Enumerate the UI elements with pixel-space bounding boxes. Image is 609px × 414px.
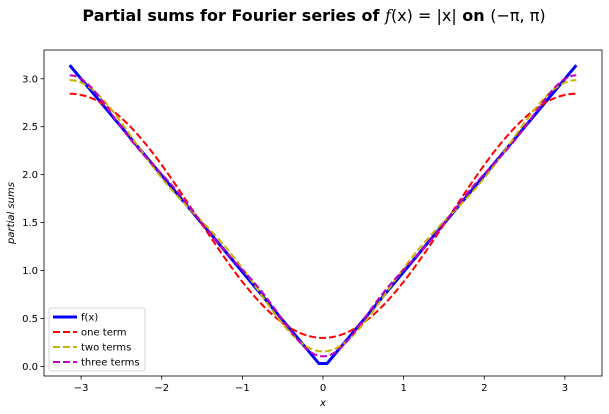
y-tick-label: 1.5 bbox=[22, 218, 38, 229]
title-math-x: (x) = |x| bbox=[391, 6, 457, 25]
x-tick-label: 0 bbox=[320, 383, 326, 394]
y-tick-label: 3.0 bbox=[22, 74, 38, 85]
y-tick-label: 2.0 bbox=[22, 170, 38, 181]
y-tick-label: 1.0 bbox=[22, 266, 38, 277]
x-tick-label: 2 bbox=[481, 383, 487, 394]
x-axis-label: x bbox=[319, 398, 326, 409]
series-layer bbox=[68, 64, 578, 366]
legend-items: f(x) one term two terms three terms bbox=[53, 313, 140, 369]
legend-box bbox=[48, 307, 146, 372]
chart-title: Partial sums for Fourier series of f(x) … bbox=[82, 6, 545, 25]
title-interval: (−π, π) bbox=[490, 6, 545, 25]
y-tick-label: 0.0 bbox=[22, 362, 38, 373]
series-line-2-terms bbox=[69, 79, 577, 353]
legend-label: three terms bbox=[81, 358, 140, 369]
x-tick-label: 3 bbox=[562, 383, 568, 394]
legend: f(x) one term two terms three terms bbox=[48, 307, 146, 372]
x-tick-label: 1 bbox=[400, 383, 406, 394]
legend-label: f(x) bbox=[81, 313, 98, 324]
y-tick-label: 2.5 bbox=[22, 122, 38, 133]
legend-label: two terms bbox=[81, 343, 131, 354]
x-tick-label: −2 bbox=[154, 383, 169, 394]
title-math-f: f bbox=[384, 6, 394, 25]
y-tick-label: 0.5 bbox=[22, 314, 38, 325]
x-ticks: −3 −2 −1 0 1 2 3 bbox=[74, 376, 568, 394]
x-tick-label: −3 bbox=[74, 383, 89, 394]
series-line-3-terms bbox=[69, 74, 577, 358]
y-axis-label: partial sums bbox=[6, 182, 17, 245]
title-prefix: Partial sums for Fourier series of bbox=[82, 6, 385, 25]
x-tick-label: −1 bbox=[235, 383, 250, 394]
y-ticks: 0.0 0.5 1.0 1.5 2.0 2.5 3.0 bbox=[22, 74, 44, 373]
legend-label: one term bbox=[81, 328, 127, 339]
series-line-1-terms bbox=[69, 92, 577, 339]
series-line-fx bbox=[68, 64, 578, 366]
title-on: on bbox=[457, 6, 491, 25]
